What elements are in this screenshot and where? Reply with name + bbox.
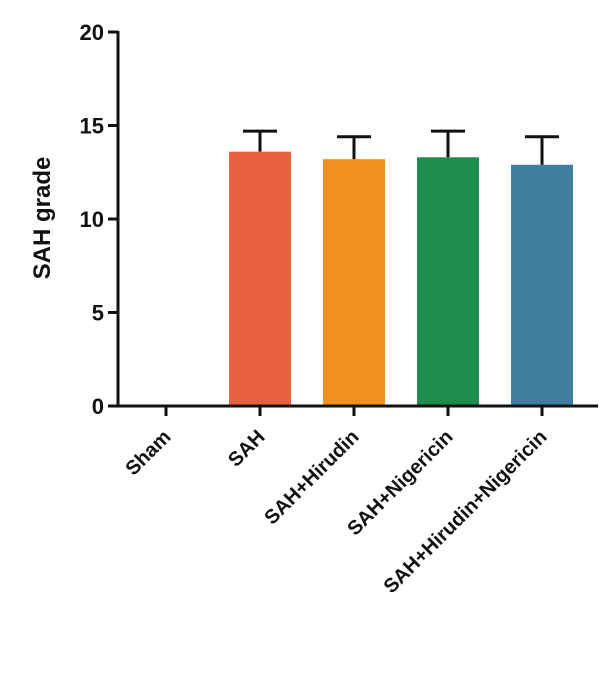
bars [229,151,573,406]
y-axis-ticks: 0 5 10 15 20 [80,20,118,419]
y-tick-label: 15 [80,114,104,139]
bar [511,164,573,406]
y-tick-label: 20 [80,20,104,45]
category-label: SAH+Hirudin+Nigericin [380,426,552,598]
y-tick-label: 5 [92,301,104,326]
y-tick-label: 0 [92,394,104,419]
bar [323,159,385,406]
category-label: Sham [121,426,175,480]
error-bar [431,129,465,158]
category-label: SAH+Hirudin [260,426,363,529]
y-tick-label: 10 [80,207,104,232]
bar [417,157,479,406]
error-bar [243,129,277,152]
y-axis-title: SAH grade [29,157,56,280]
error-bar [525,135,559,165]
error-bar [337,135,371,160]
error-bars [243,129,559,165]
x-axis-category-labels: Sham SAHSAH+HirudinSAH+NigericinSAH+Hirud… [121,406,552,598]
category-label: SAH [224,426,269,471]
bar [229,151,291,406]
